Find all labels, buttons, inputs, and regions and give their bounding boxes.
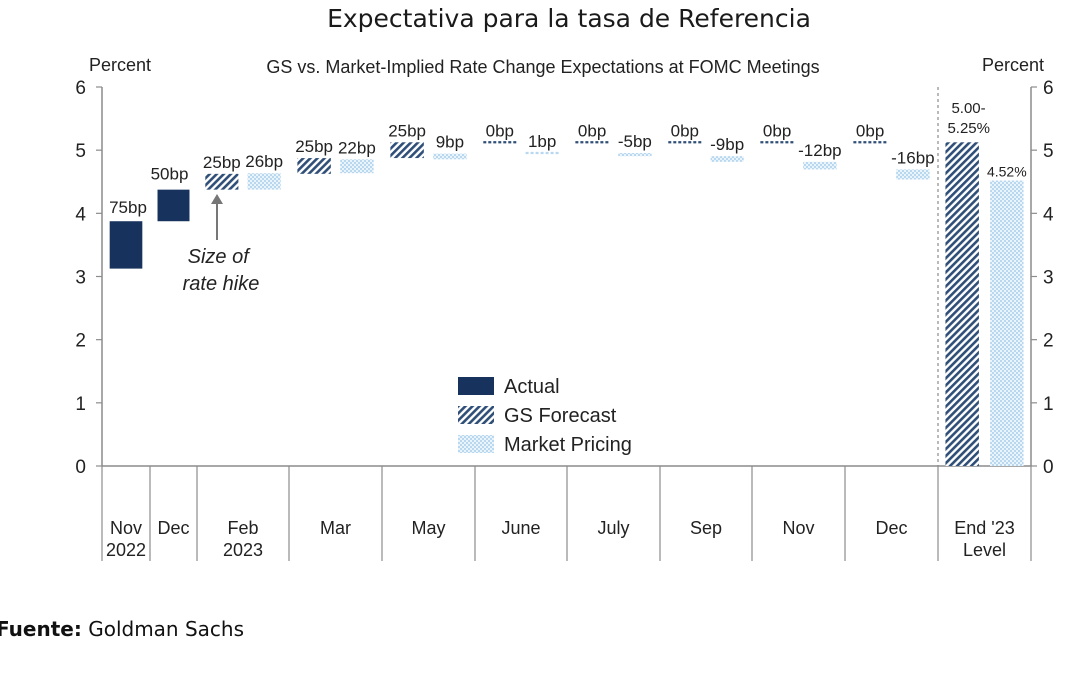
bar-gs-forecast	[297, 158, 331, 174]
data-label: -5bp	[618, 132, 652, 151]
x-tick-label: June	[501, 518, 540, 538]
y-tick-label-left: 2	[75, 331, 86, 352]
end-level-label-line1: 5.00-	[951, 100, 985, 117]
x-tick-label-line2: 2023	[223, 540, 263, 560]
legend-label-actual: Actual	[504, 376, 560, 398]
x-tick-label: July	[597, 518, 629, 538]
legend-swatch-market	[458, 435, 494, 453]
bar-market-pricing	[340, 159, 374, 174]
y-tick-label-left: 1	[75, 394, 86, 415]
bar-actual	[157, 189, 190, 222]
end-level-label-line2: 5.25%	[947, 120, 990, 137]
x-tick-label-line2: 2022	[106, 540, 146, 560]
legend-swatch-forecast	[458, 406, 494, 424]
bar-gs-forecast	[205, 173, 239, 190]
legend-swatch-actual	[458, 377, 494, 395]
data-label: 50bp	[151, 165, 189, 184]
y-tick-label-right: 4	[1043, 204, 1054, 225]
bar-market-pricing	[618, 153, 652, 157]
data-label: 9bp	[436, 133, 464, 152]
y-axis-label-right: Percent	[982, 55, 1044, 75]
y-tick-label-right: 0	[1043, 457, 1054, 478]
source-label: Fuente:	[0, 617, 82, 641]
bar-end-level-market-pricing	[990, 180, 1024, 466]
x-tick-label: Nov	[782, 518, 814, 538]
page-title: Expectativa para la tasa de Referencia	[327, 4, 811, 33]
bar-market-pricing	[710, 156, 744, 162]
legend-label-market: Market Pricing	[504, 434, 632, 456]
fomc-rate-chart: GS vs. Market-Implied Rate Change Expect…	[75, 55, 1054, 561]
x-tick-label: End '23	[954, 518, 1015, 538]
bar-actual	[109, 221, 143, 269]
x-tick-label: Dec	[157, 518, 189, 538]
y-tick-label-left: 4	[75, 204, 86, 225]
y-tick-label-right: 1	[1043, 394, 1054, 415]
source-note: Fuente: Goldman Sachs	[0, 617, 244, 641]
x-tick-label: Nov	[110, 518, 142, 538]
data-label: 26bp	[245, 152, 283, 171]
y-tick-label-right: 6	[1043, 78, 1054, 99]
x-tick-label: Dec	[875, 518, 907, 538]
data-label: 0bp	[671, 121, 699, 140]
data-label: 22bp	[338, 138, 376, 157]
data-label: -12bp	[798, 141, 841, 160]
y-tick-label-left: 5	[75, 141, 86, 162]
y-tick-label-right: 3	[1043, 268, 1054, 289]
source-value: Goldman Sachs	[88, 617, 245, 641]
data-label: 25bp	[203, 153, 241, 172]
x-tick-label: Feb	[227, 518, 258, 538]
data-label: 0bp	[856, 121, 884, 140]
y-tick-label-left: 0	[75, 457, 86, 478]
x-tick-label: Sep	[690, 518, 722, 538]
legend-label-forecast: GS Forecast	[504, 405, 617, 427]
data-label: -16bp	[891, 148, 934, 167]
end-level-label: 4.52%	[987, 163, 1027, 179]
y-tick-label-left: 3	[75, 268, 86, 289]
y-tick-label-right: 5	[1043, 141, 1054, 162]
annotation-text: Size of rate hike	[183, 246, 260, 295]
data-label: 1bp	[528, 132, 556, 151]
y-tick-label-right: 2	[1043, 331, 1054, 352]
y-tick-label-left: 6	[75, 78, 86, 99]
bar-market-pricing	[803, 161, 837, 170]
data-label: 75bp	[109, 198, 147, 217]
data-label: 25bp	[295, 137, 333, 156]
bar-market-pricing	[896, 169, 930, 180]
bar-market-pricing	[433, 153, 467, 160]
annotation-arrowhead	[211, 194, 223, 204]
data-label: 0bp	[486, 121, 514, 140]
annotation-line-2: rate hike	[183, 273, 260, 295]
data-label: -9bp	[710, 135, 744, 154]
y-axis-label-left: Percent	[89, 55, 151, 75]
bar-end-level-gs-forecast	[945, 142, 979, 467]
x-tick-label: May	[411, 518, 445, 538]
chart-title: GS vs. Market-Implied Rate Change Expect…	[266, 57, 819, 77]
size-annotation: Size of rate hike	[183, 194, 260, 295]
x-tick-label: Mar	[320, 518, 351, 538]
bars	[109, 141, 1024, 467]
annotation-line-1: Size of	[188, 246, 252, 268]
data-label: 0bp	[578, 121, 606, 140]
bar-gs-forecast	[390, 142, 424, 159]
data-label: 25bp	[388, 121, 426, 140]
legend: Actual GS Forecast Market Pricing	[458, 376, 632, 456]
bar-market-pricing	[247, 173, 281, 190]
data-label: 0bp	[763, 121, 791, 140]
x-tick-label-line2: Level	[963, 540, 1006, 560]
